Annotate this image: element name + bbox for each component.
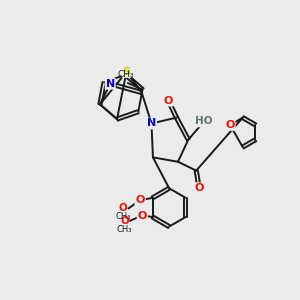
Text: HO: HO	[195, 116, 213, 126]
Text: N: N	[147, 118, 156, 128]
Text: CH₃: CH₃	[116, 212, 131, 221]
Text: O: O	[136, 195, 145, 205]
Text: CH₃: CH₃	[117, 70, 134, 80]
Text: O: O	[119, 203, 128, 213]
Text: CH₃: CH₃	[117, 225, 132, 234]
Text: S: S	[122, 67, 130, 77]
Text: O: O	[164, 95, 173, 106]
Text: O: O	[194, 183, 204, 193]
Text: O: O	[225, 120, 235, 130]
Text: N: N	[106, 79, 115, 89]
Text: O: O	[138, 211, 147, 220]
Text: O: O	[120, 216, 129, 226]
